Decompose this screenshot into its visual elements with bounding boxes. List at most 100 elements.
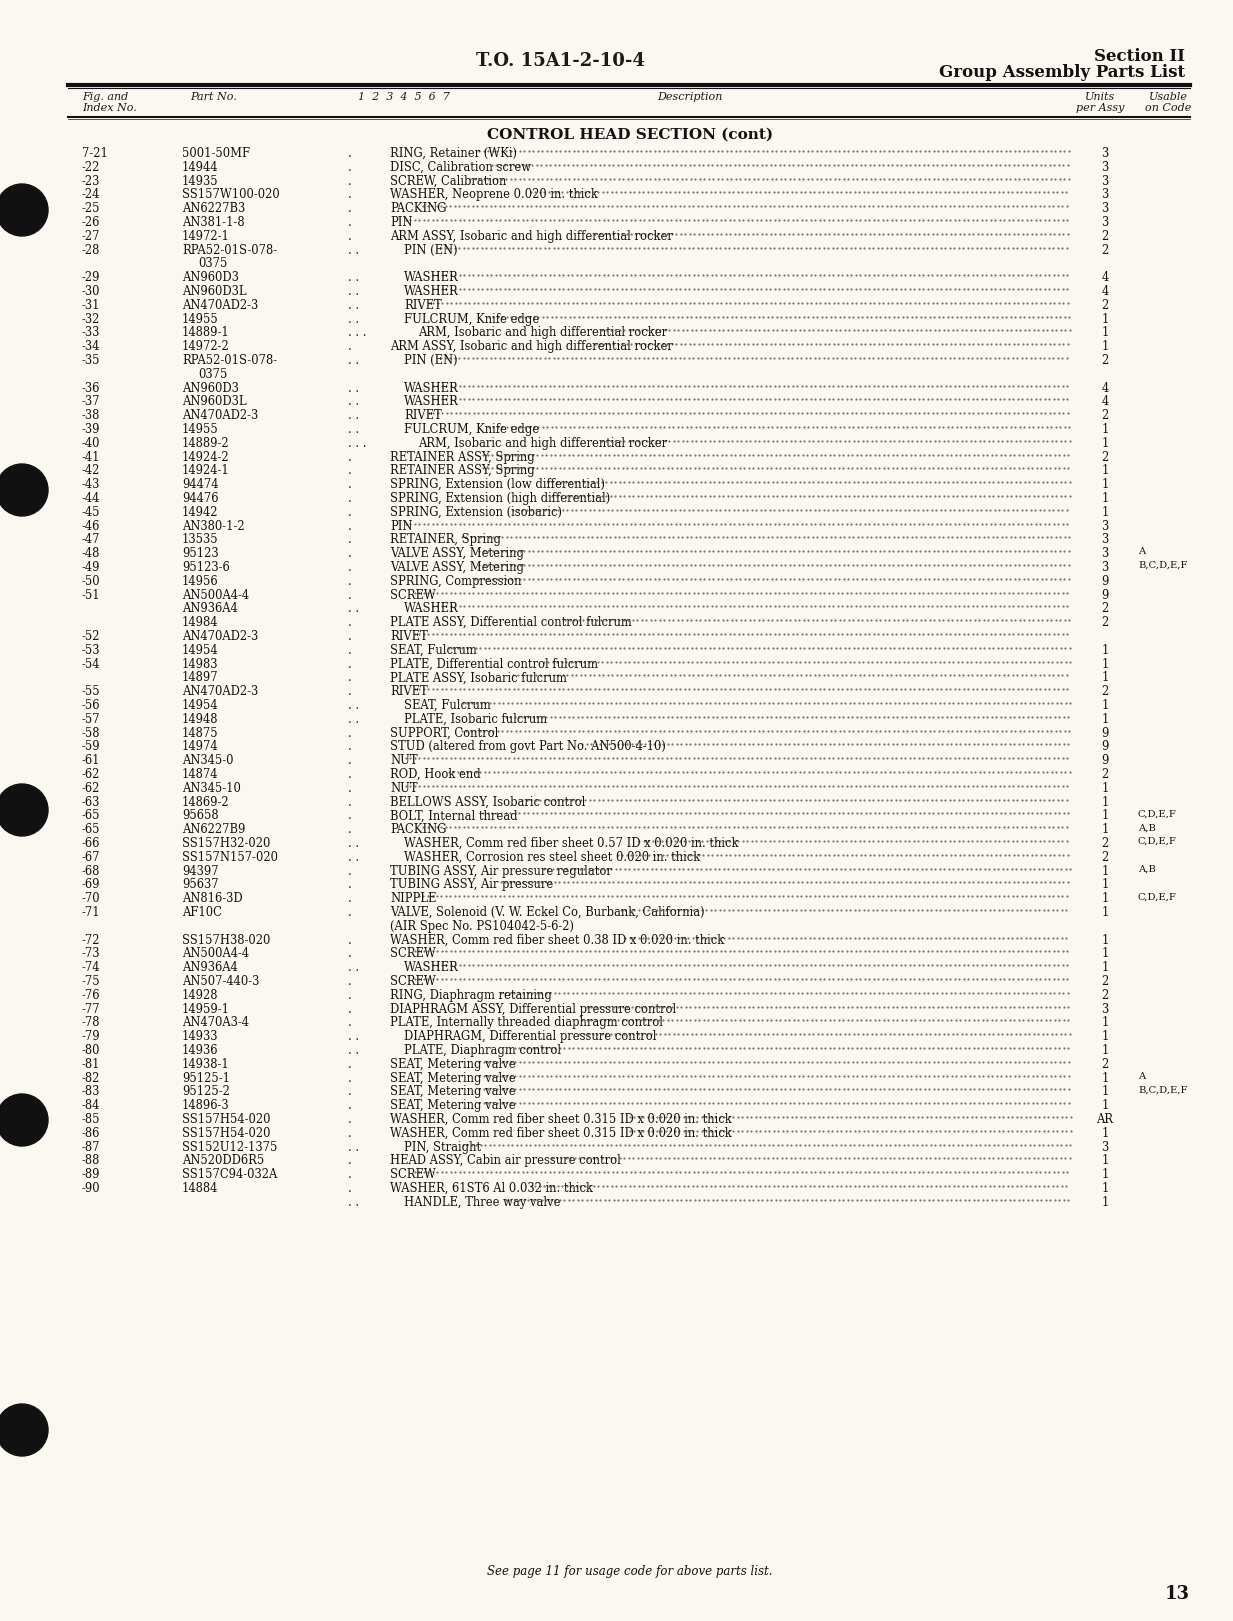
Text: SCREW: SCREW xyxy=(390,1169,435,1182)
Text: NUT: NUT xyxy=(390,781,418,794)
Text: WASHER, Comm red fiber sheet 0.315 ID x 0.020 in. thick: WASHER, Comm red fiber sheet 0.315 ID x … xyxy=(390,1114,731,1127)
Text: 9: 9 xyxy=(1101,741,1108,754)
Text: 95123-6: 95123-6 xyxy=(182,561,229,574)
Text: . .: . . xyxy=(348,1031,359,1044)
Text: SEAT, Metering valve: SEAT, Metering valve xyxy=(390,1086,515,1099)
Text: 94474: 94474 xyxy=(182,478,218,491)
Text: PIN (EN): PIN (EN) xyxy=(404,243,457,256)
Text: 14942: 14942 xyxy=(182,506,218,519)
Text: 94397: 94397 xyxy=(182,864,218,877)
Text: 1: 1 xyxy=(1101,423,1108,436)
Text: PIN: PIN xyxy=(390,216,413,229)
Text: .: . xyxy=(348,974,351,989)
Text: 14954: 14954 xyxy=(182,699,218,712)
Text: . .: . . xyxy=(348,381,359,394)
Text: See page 11 for usage code for above parts list.: See page 11 for usage code for above par… xyxy=(487,1564,773,1577)
Text: 14955: 14955 xyxy=(182,423,218,436)
Text: 2: 2 xyxy=(1101,603,1108,616)
Text: .: . xyxy=(348,754,351,767)
Text: 2: 2 xyxy=(1101,616,1108,629)
Text: SCREW: SCREW xyxy=(390,974,435,989)
Text: AN520DD6R5: AN520DD6R5 xyxy=(182,1154,264,1167)
Text: PLATE ASSY, Differential control fulcrum: PLATE ASSY, Differential control fulcrum xyxy=(390,616,631,629)
Text: .: . xyxy=(348,148,351,160)
Text: 1: 1 xyxy=(1101,1154,1108,1167)
Text: PLATE, Differential control fulcrum: PLATE, Differential control fulcrum xyxy=(390,658,598,671)
Text: 4: 4 xyxy=(1101,396,1108,408)
Text: .: . xyxy=(348,879,351,892)
Text: 14936: 14936 xyxy=(182,1044,218,1057)
Text: 2: 2 xyxy=(1101,768,1108,781)
Text: 14955: 14955 xyxy=(182,313,218,326)
Text: SS157H54-020: SS157H54-020 xyxy=(182,1127,270,1140)
Text: 1: 1 xyxy=(1101,1099,1108,1112)
Text: -35: -35 xyxy=(83,353,101,366)
Text: -71: -71 xyxy=(83,906,101,919)
Text: AN470A3-4: AN470A3-4 xyxy=(182,1016,249,1029)
Text: -78: -78 xyxy=(83,1016,101,1029)
Text: SCREW: SCREW xyxy=(390,588,435,601)
Text: .: . xyxy=(348,188,351,201)
Text: .: . xyxy=(348,892,351,905)
Text: WASHER: WASHER xyxy=(404,603,459,616)
Text: CONTROL HEAD SECTION (cont): CONTROL HEAD SECTION (cont) xyxy=(487,128,773,143)
Text: PACKING: PACKING xyxy=(390,203,446,216)
Text: -77: -77 xyxy=(83,1003,101,1016)
Text: .: . xyxy=(348,575,351,588)
Text: 14896-3: 14896-3 xyxy=(182,1099,229,1112)
Text: -45: -45 xyxy=(83,506,101,519)
Text: C,D,E,F: C,D,E,F xyxy=(1138,892,1176,901)
Text: AN500A4-4: AN500A4-4 xyxy=(182,588,249,601)
Text: .: . xyxy=(348,934,351,947)
Text: -47: -47 xyxy=(83,533,101,546)
Text: 2: 2 xyxy=(1101,836,1108,849)
Text: -49: -49 xyxy=(83,561,101,574)
Text: .: . xyxy=(348,658,351,671)
Text: .: . xyxy=(348,1071,351,1084)
Text: 1: 1 xyxy=(1101,864,1108,877)
Text: .: . xyxy=(348,230,351,243)
Text: .: . xyxy=(348,989,351,1002)
Text: SUPPORT, Control: SUPPORT, Control xyxy=(390,726,498,739)
Text: -76: -76 xyxy=(83,989,101,1002)
Text: SEAT, Fulcrum: SEAT, Fulcrum xyxy=(390,644,477,657)
Text: -56: -56 xyxy=(83,699,101,712)
Text: .: . xyxy=(348,631,351,644)
Text: .: . xyxy=(348,1059,351,1071)
Text: ARM ASSY, Isobaric and high differential rocker: ARM ASSY, Isobaric and high differential… xyxy=(390,230,673,243)
Text: -58: -58 xyxy=(83,726,101,739)
Text: -25: -25 xyxy=(83,203,101,216)
Text: -84: -84 xyxy=(83,1099,100,1112)
Text: .: . xyxy=(348,906,351,919)
Text: .: . xyxy=(348,1003,351,1016)
Text: 2: 2 xyxy=(1101,1059,1108,1071)
Text: WASHER, Comm red fiber sheet 0.57 ID x 0.020 in. thick: WASHER, Comm red fiber sheet 0.57 ID x 0… xyxy=(404,836,739,849)
Text: SPRING, Extension (low differential): SPRING, Extension (low differential) xyxy=(390,478,605,491)
Text: 1: 1 xyxy=(1101,1169,1108,1182)
Text: -30: -30 xyxy=(83,285,101,298)
Text: AR: AR xyxy=(1096,1114,1113,1127)
Text: .: . xyxy=(348,686,351,699)
Text: 2: 2 xyxy=(1101,974,1108,989)
Text: WASHER: WASHER xyxy=(404,381,459,394)
Text: -28: -28 xyxy=(83,243,100,256)
Text: -80: -80 xyxy=(83,1044,101,1057)
Text: .: . xyxy=(348,478,351,491)
Text: 1  2  3  4  5  6  7: 1 2 3 4 5 6 7 xyxy=(358,92,450,102)
Text: .: . xyxy=(348,671,351,684)
Text: ARM, Isobaric and high differential rocker: ARM, Isobaric and high differential rock… xyxy=(418,436,667,449)
Text: 1: 1 xyxy=(1101,809,1108,822)
Text: ROD, Hook end: ROD, Hook end xyxy=(390,768,481,781)
Text: AN381-1-8: AN381-1-8 xyxy=(182,216,244,229)
Text: WASHER: WASHER xyxy=(404,285,459,298)
Text: 95658: 95658 xyxy=(182,809,218,822)
Text: PLATE, Internally threaded diaphragm control: PLATE, Internally threaded diaphragm con… xyxy=(390,1016,663,1029)
Text: 0375: 0375 xyxy=(199,258,227,271)
Text: 9: 9 xyxy=(1101,726,1108,739)
Text: SCREW: SCREW xyxy=(390,947,435,960)
Text: 2: 2 xyxy=(1101,408,1108,421)
Text: 1: 1 xyxy=(1101,326,1108,339)
Text: PIN: PIN xyxy=(390,520,413,533)
Text: BELLOWS ASSY, Isobaric control: BELLOWS ASSY, Isobaric control xyxy=(390,796,586,809)
Text: AN816-3D: AN816-3D xyxy=(182,892,243,905)
